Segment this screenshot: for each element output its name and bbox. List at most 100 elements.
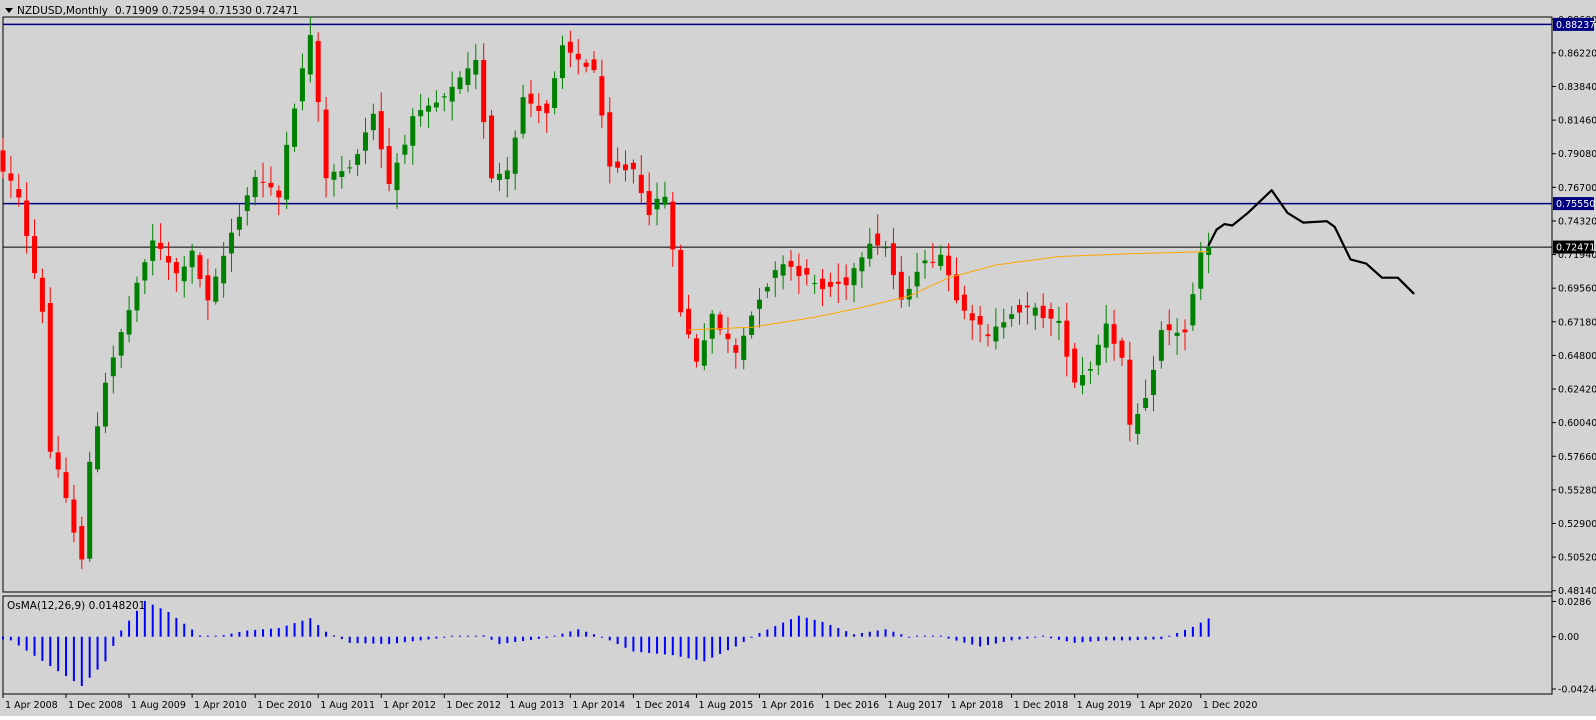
candle-body bbox=[79, 526, 85, 560]
candle-body bbox=[299, 68, 305, 102]
candle-body bbox=[520, 97, 526, 134]
candle-body bbox=[843, 277, 849, 286]
candle-body bbox=[749, 315, 755, 335]
candle-body bbox=[930, 261, 936, 263]
price-line-label-box bbox=[1553, 197, 1594, 211]
candle-body bbox=[221, 255, 227, 284]
candle-body bbox=[512, 137, 518, 174]
candle-body bbox=[820, 278, 826, 290]
candle-body bbox=[938, 254, 944, 266]
candle-body bbox=[646, 191, 652, 216]
candle-body bbox=[323, 109, 329, 179]
candle-body bbox=[0, 150, 6, 172]
candle-body bbox=[252, 177, 258, 198]
time-tick-label: 1 Apr 2016 bbox=[761, 700, 814, 711]
candle-body bbox=[567, 41, 573, 53]
time-tick-label: 1 Aug 2015 bbox=[698, 700, 753, 711]
candle-body bbox=[102, 382, 108, 427]
candle-body bbox=[126, 310, 132, 335]
candle-body bbox=[118, 332, 124, 356]
candle-body bbox=[32, 236, 38, 274]
time-tick-label: 1 Aug 2017 bbox=[888, 700, 943, 711]
candle-body bbox=[575, 53, 581, 60]
candle-body bbox=[804, 268, 810, 275]
candle-body bbox=[1127, 359, 1133, 425]
candle-body bbox=[693, 338, 699, 362]
price-tick-label: 0.52900 bbox=[1558, 519, 1596, 530]
candle-body bbox=[355, 154, 361, 165]
candle-body bbox=[583, 62, 589, 67]
time-tick-label: 1 Aug 2013 bbox=[509, 700, 564, 711]
candle-body bbox=[859, 257, 865, 272]
candle-body bbox=[615, 161, 621, 168]
candle-body bbox=[1040, 305, 1046, 319]
candle-body bbox=[906, 288, 912, 300]
osma-tick-label: 0.0286 bbox=[1558, 597, 1591, 608]
candle-body bbox=[709, 313, 715, 339]
candle-body bbox=[851, 268, 857, 286]
projection-line[interactable] bbox=[1207, 189, 1415, 295]
candle-body bbox=[1166, 324, 1172, 331]
moving-average-line bbox=[688, 251, 1209, 331]
candle-body bbox=[292, 108, 298, 147]
candle-body bbox=[205, 275, 211, 301]
price-tick-label: 0.79080 bbox=[1558, 149, 1596, 160]
candle-body bbox=[315, 40, 321, 103]
candle-body bbox=[536, 105, 542, 112]
candle-body bbox=[599, 76, 605, 116]
candle-body bbox=[1048, 308, 1054, 319]
candle-body bbox=[1111, 324, 1117, 344]
chevron-down-icon[interactable] bbox=[5, 8, 13, 13]
time-tick-label: 1 Apr 2014 bbox=[572, 700, 625, 711]
time-tick-label: 1 Apr 2008 bbox=[5, 700, 58, 711]
candle-body bbox=[457, 77, 463, 90]
horizontal-lines bbox=[3, 23, 1552, 248]
candle-body bbox=[110, 357, 116, 377]
candle-body bbox=[181, 266, 187, 282]
candle-body bbox=[504, 170, 510, 180]
projection-drawing bbox=[1207, 189, 1415, 295]
candle-body bbox=[607, 112, 613, 167]
candle-body bbox=[1135, 414, 1141, 434]
candle-body bbox=[236, 216, 242, 230]
price-tick-label: 0.83840 bbox=[1558, 82, 1596, 93]
candle-body bbox=[394, 162, 400, 191]
candle-body bbox=[969, 313, 975, 321]
price-tick-label: 0.62420 bbox=[1558, 385, 1596, 396]
candle-body bbox=[630, 162, 636, 170]
candle-body bbox=[426, 105, 432, 112]
candle-body bbox=[449, 86, 455, 102]
candle-body bbox=[875, 233, 881, 246]
price-tick-label: 0.64800 bbox=[1558, 351, 1596, 362]
time-tick-label: 1 Apr 2020 bbox=[1140, 700, 1193, 711]
candle-body bbox=[362, 132, 368, 151]
candle-body bbox=[946, 255, 952, 276]
candle-body bbox=[276, 190, 282, 198]
candle-body bbox=[1143, 398, 1149, 408]
candle-body bbox=[1064, 320, 1070, 357]
candle-body bbox=[402, 144, 408, 155]
candle-body bbox=[339, 171, 345, 177]
price-line-label: 0.88237 bbox=[1556, 20, 1595, 31]
candle-body bbox=[670, 201, 676, 250]
candle-body bbox=[756, 299, 762, 309]
candle-body bbox=[812, 283, 818, 285]
candle-body bbox=[796, 265, 802, 277]
candle-body bbox=[87, 461, 93, 559]
candle-body bbox=[741, 335, 747, 360]
osma-title: OsMA(12,26,9) 0.0148201 bbox=[7, 600, 145, 612]
candle-body bbox=[8, 173, 14, 181]
osma-histogram bbox=[2, 600, 1210, 686]
candle-body bbox=[331, 171, 337, 180]
candle-body bbox=[1190, 294, 1196, 326]
time-tick-label: 1 Dec 2010 bbox=[257, 700, 312, 711]
candle-body bbox=[158, 242, 164, 249]
candle-body bbox=[496, 173, 502, 180]
candle-body bbox=[701, 340, 707, 366]
candle-body bbox=[244, 195, 250, 212]
time-tick-label: 1 Dec 2018 bbox=[1014, 700, 1069, 711]
candle-body bbox=[552, 78, 558, 108]
price-line-label: 0.72471 bbox=[1556, 243, 1595, 254]
